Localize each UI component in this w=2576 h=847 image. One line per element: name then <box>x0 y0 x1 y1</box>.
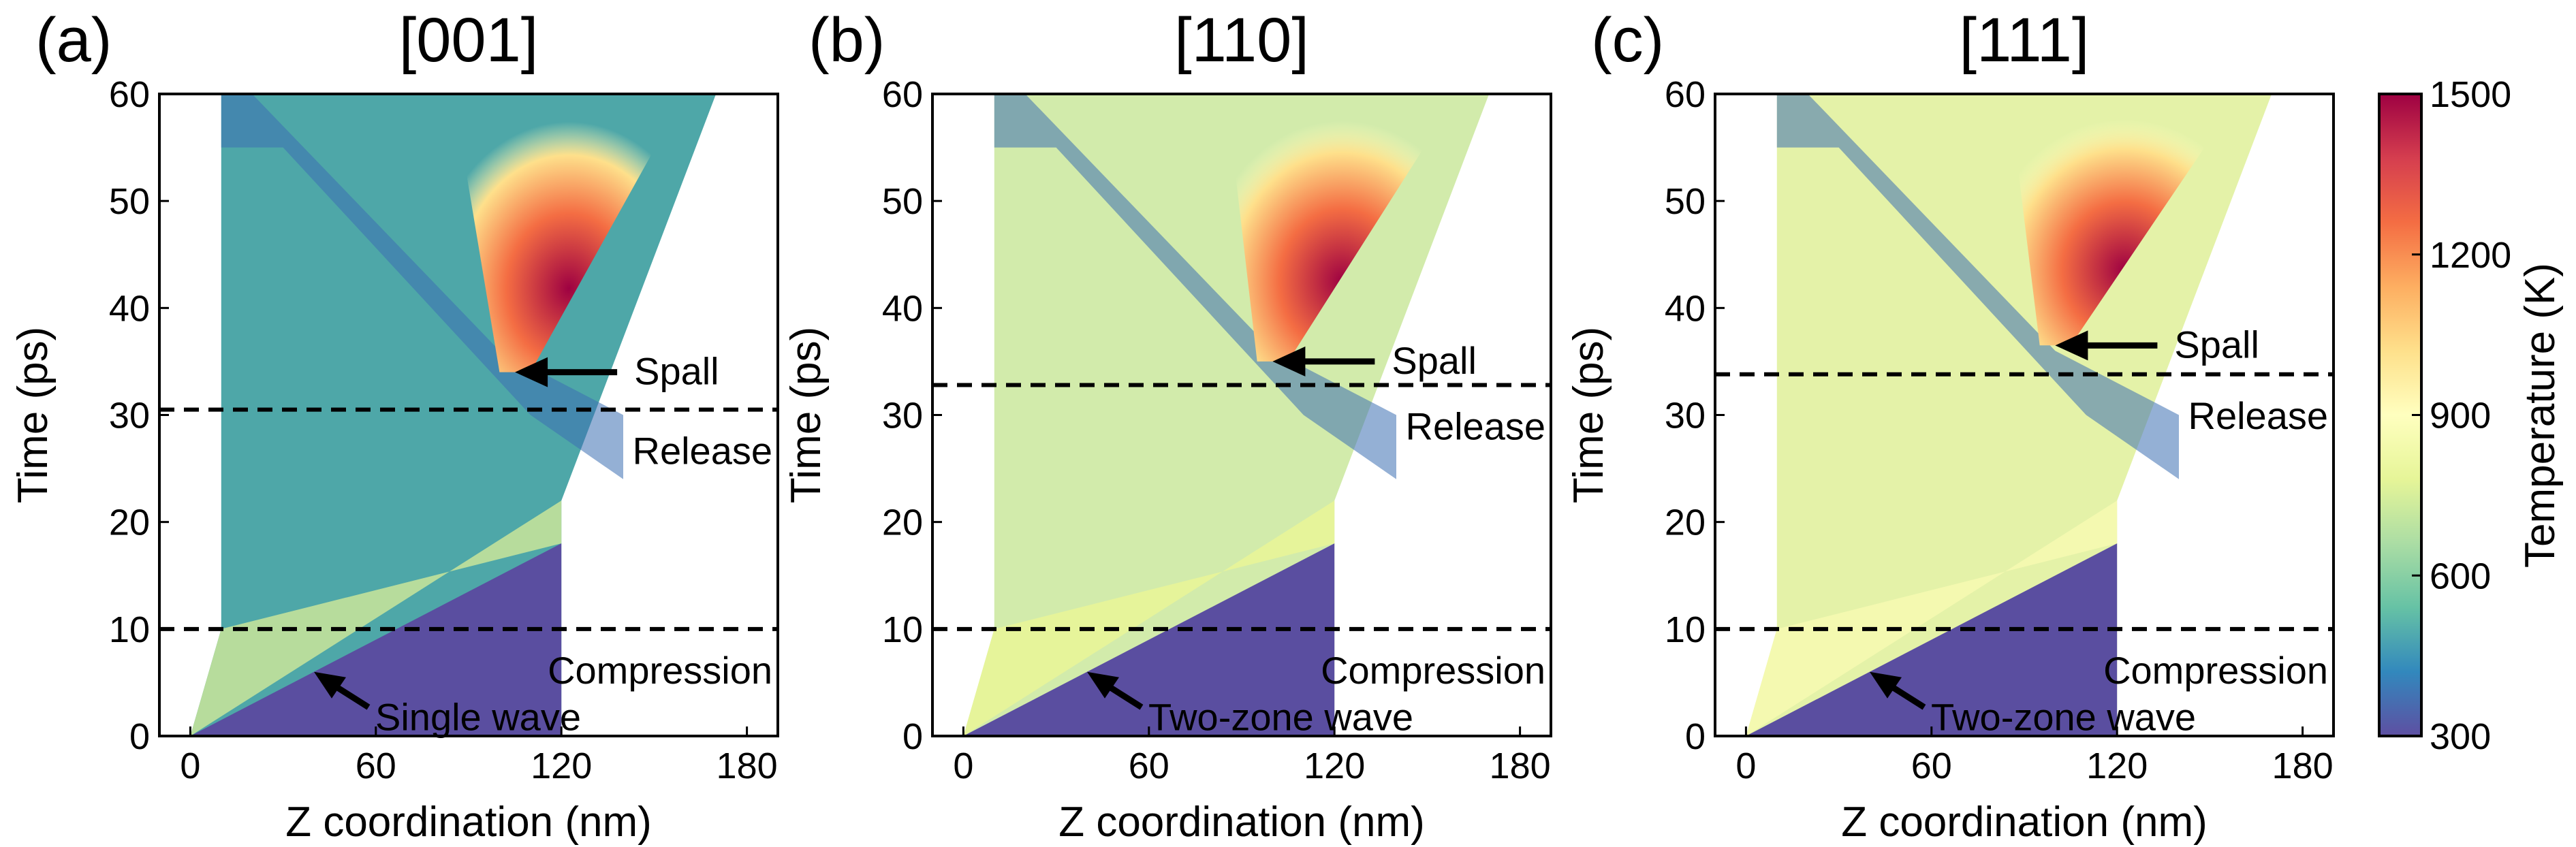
y-tick-label: 50 <box>109 181 150 222</box>
panel-letter: (c) <box>1591 5 1664 75</box>
compression-front <box>1746 500 2118 736</box>
x-tick-label: 120 <box>531 746 592 786</box>
panel-title: [001] <box>399 5 539 75</box>
y-tick-label: 0 <box>1685 716 1706 757</box>
unshocked-slab <box>963 543 1335 736</box>
y-axis-label: Time (ps) <box>783 327 830 503</box>
spall-arrow-head <box>2055 330 2088 361</box>
y-axis-label: Time (ps) <box>1565 327 1612 503</box>
y-tick-label: 30 <box>109 396 150 436</box>
spall-arrow-head <box>1272 346 1306 377</box>
colorbar-ticks: 300 600 900 1200 1500 <box>2412 74 2511 757</box>
panel-c: 0 60 120 180 0 10 20 30 40 50 60 (c) [111] Z coord… <box>1565 5 2335 846</box>
sample-region <box>963 94 1490 736</box>
compression-label: Compression <box>2103 649 2328 692</box>
panel-b: 0 60 120 180 0 10 20 30 40 50 60 (b) [110] Z coord… <box>783 5 1552 846</box>
colorbar-tick-label: 1200 <box>2430 235 2511 276</box>
spall-label: Spall <box>1392 339 1477 382</box>
panel-title: [111] <box>1960 5 2090 75</box>
panel-letter: (b) <box>808 5 885 75</box>
y-tick-label: 10 <box>882 609 923 650</box>
y-tick-label: 20 <box>882 502 923 543</box>
y-tick-label: 10 <box>109 609 150 650</box>
compression-label: Compression <box>1321 649 1545 692</box>
y-tick-label: 0 <box>129 716 150 757</box>
spall-label: Spall <box>2174 323 2259 366</box>
y-tick-label: 40 <box>1665 288 1706 329</box>
heatmap-area: 0 60 120 180 0 10 20 30 40 50 60 <box>109 74 779 786</box>
x-tick-label: 60 <box>356 746 396 786</box>
wave-arrow-head <box>314 671 346 699</box>
colorbar-tick-label: 1500 <box>2430 74 2511 115</box>
y-tick-label: 60 <box>882 74 923 115</box>
wave-arrow-head <box>1087 671 1119 699</box>
x-tick-label: 120 <box>1304 746 1365 786</box>
x-tick-label: 120 <box>2086 746 2148 786</box>
x-tick-label: 60 <box>1911 746 1952 786</box>
x-axis-label: Z coordination (nm) <box>1058 799 1425 846</box>
colorbar-label: Temperature (K) <box>2517 263 2564 568</box>
y-tick-label: 50 <box>882 181 923 222</box>
cold-band <box>1776 94 2179 479</box>
cold-band <box>994 94 1396 479</box>
panel-title: [110] <box>1174 5 1309 75</box>
y-tick-label: 40 <box>109 288 150 329</box>
y-tick-label: 0 <box>902 716 923 757</box>
colorbar-tick-label: 300 <box>2430 716 2491 757</box>
x-tick-label: 0 <box>1735 746 1756 786</box>
x-tick-label: 60 <box>1129 746 1169 786</box>
colorbar-tick-label: 600 <box>2430 556 2491 596</box>
y-tick-label: 20 <box>1665 502 1706 543</box>
y-tick-label: 60 <box>1665 74 1706 115</box>
heatmap-area: 0 60 120 180 0 10 20 30 40 50 60 <box>1665 74 2335 786</box>
x-axis-label: Z coordination (nm) <box>1841 799 2208 846</box>
y-axis-label: Time (ps) <box>10 327 57 503</box>
colorbar-tick-label: 900 <box>2430 396 2491 436</box>
x-tick-label: 180 <box>1490 746 1551 786</box>
y-tick-label: 60 <box>109 74 150 115</box>
x-tick-label: 180 <box>717 746 778 786</box>
spall-plume <box>453 94 685 372</box>
spall-plume <box>1226 94 1458 362</box>
x-axis-label: Z coordination (nm) <box>285 799 652 846</box>
panel-a: 0 60 120 180 0 10 20 30 40 50 60 (a) [001] Z coord… <box>10 5 779 846</box>
panel-letter: (a) <box>35 5 112 75</box>
release-label: Release <box>633 430 772 473</box>
x-tick-label: 0 <box>180 746 200 786</box>
y-tick-label: 10 <box>1665 609 1706 650</box>
x-tick-label: 180 <box>2272 746 2334 786</box>
wave-label: Single wave <box>375 696 581 739</box>
unshocked-slab <box>1746 543 2118 736</box>
sample-region <box>1746 94 2272 736</box>
release-label: Release <box>2188 394 2328 437</box>
compression-front <box>190 500 562 736</box>
y-tick-label: 50 <box>1665 181 1706 222</box>
x-tick-label: 0 <box>953 746 973 786</box>
spall-label: Spall <box>634 350 719 393</box>
wave-arrow-head <box>1870 671 1902 699</box>
unshocked-slab <box>190 543 562 736</box>
colorbar: 300 600 900 1200 1500 Temperature (K) <box>2378 74 2564 757</box>
spall-arrow-head <box>515 357 548 387</box>
release-label: Release <box>1406 404 1545 447</box>
y-tick-label: 40 <box>882 288 923 329</box>
cold-band <box>221 94 623 479</box>
wave-label: Two-zone wave <box>1931 696 2196 739</box>
y-tick-label: 20 <box>109 502 150 543</box>
compression-front <box>963 500 1335 736</box>
y-tick-label: 30 <box>882 396 923 436</box>
compression-label: Compression <box>548 649 772 692</box>
heatmap-area: 0 60 120 180 0 10 20 30 40 50 60 <box>882 74 1552 786</box>
y-tick-label: 30 <box>1665 396 1706 436</box>
spall-plume <box>2009 94 2241 346</box>
wave-label: Two-zone wave <box>1148 696 1413 739</box>
